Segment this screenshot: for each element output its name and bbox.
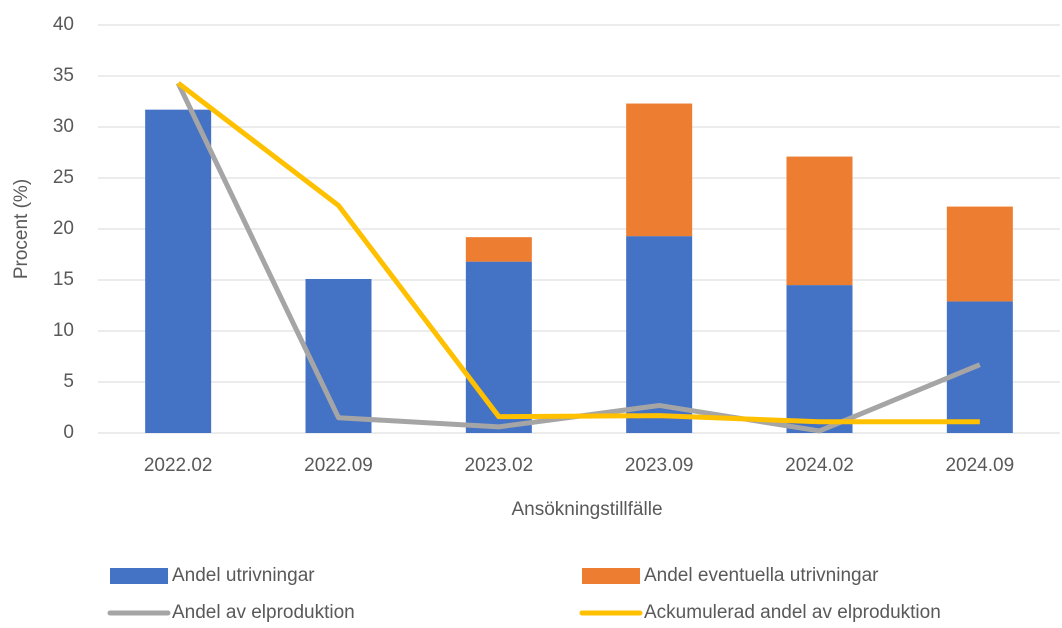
bar (465, 261, 532, 433)
line (176, 81, 980, 425)
bar (786, 285, 853, 433)
y-tick-label: 20 (53, 218, 74, 239)
bar (145, 109, 212, 433)
y-tick-label: 15 (53, 269, 74, 290)
legend-label: Andel utrivningar (172, 565, 315, 586)
line (175, 82, 981, 434)
bar (946, 206, 1013, 302)
bar (305, 278, 372, 433)
legend-swatch (110, 568, 168, 584)
y-tick-label: 35 (53, 65, 74, 86)
y-tick-label: 30 (53, 116, 74, 137)
x-tick-label: 2022.09 (304, 455, 373, 476)
bar (465, 237, 532, 262)
y-tick-label: 40 (53, 14, 74, 35)
y-tick-label: 5 (63, 371, 74, 392)
bar (626, 236, 693, 433)
legend-label: Andel av elproduktion (172, 602, 355, 623)
x-axis-title: Ansökningstillfälle (511, 499, 662, 520)
y-tick-label: 10 (53, 320, 74, 341)
x-tick-label: 2023.02 (464, 455, 533, 476)
bar (786, 156, 853, 286)
x-tick-label: 2024.09 (945, 455, 1014, 476)
y-axis-title: Procent (%) (11, 179, 32, 279)
y-tick-label: 25 (53, 167, 74, 188)
bar (626, 103, 693, 237)
y-tick-label: 0 (63, 422, 74, 443)
legend-swatch (582, 568, 640, 584)
x-tick-label: 2024.02 (785, 455, 854, 476)
x-tick-label: 2022.02 (144, 455, 213, 476)
x-tick-label: 2023.09 (625, 455, 694, 476)
legend-label: Ackumulerad andel av elproduktion (644, 602, 941, 623)
legend-label: Andel eventuella utrivningar (644, 565, 879, 586)
